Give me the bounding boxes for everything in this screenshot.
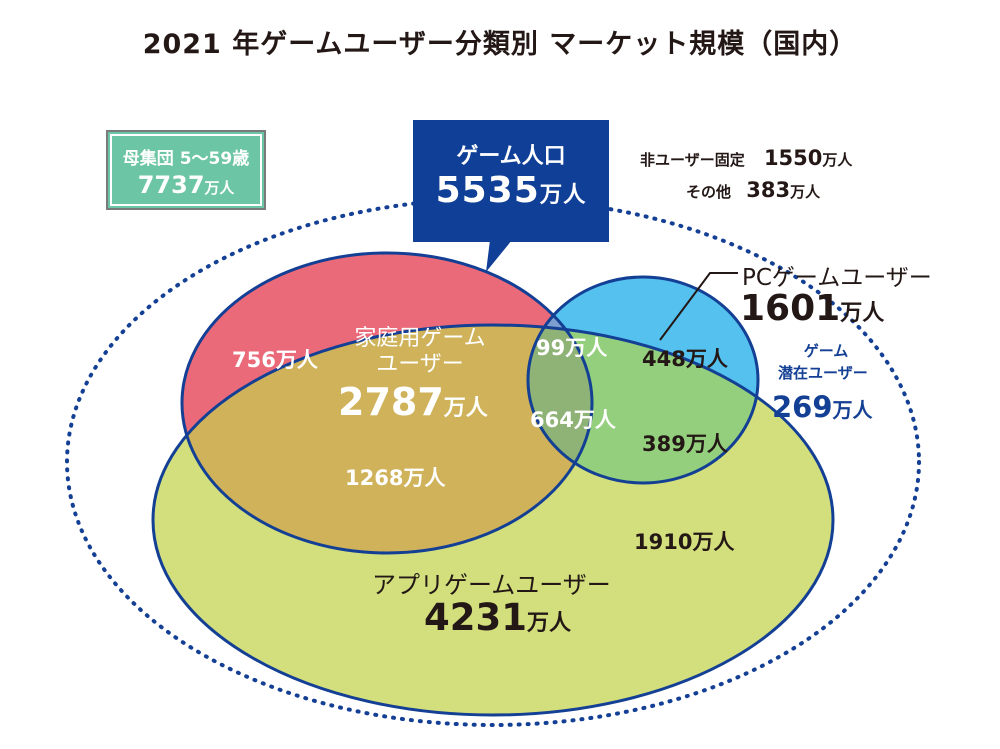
home-outline: [180, 251, 594, 555]
pc-total-value: 1601: [740, 288, 841, 329]
home-label-line2: ユーザー: [376, 352, 464, 377]
game-population-label: ゲーム人口: [456, 144, 566, 169]
app-label: アプリゲームユーザー: [372, 571, 611, 599]
game-population-box: ゲーム人口 5535万人: [413, 120, 609, 242]
region-home-pc: 99万人: [536, 336, 608, 360]
pc-leader-line: [659, 272, 738, 341]
non-users-other-value: 383: [746, 178, 791, 202]
app-total: 4231万人: [424, 596, 571, 639]
region-pc-only: 448万人: [642, 347, 728, 371]
pc-total-unit: 万人: [840, 301, 885, 326]
game-population-value: 5535: [435, 170, 540, 211]
home-total-unit: 万人: [443, 396, 488, 421]
population-label: 母集団 5〜59歳: [122, 149, 250, 169]
non-users-fixed-value: 1550: [763, 146, 823, 170]
app-total-unit: 万人: [526, 611, 571, 636]
region-all-three: 664万人: [530, 408, 616, 432]
pc-label: PCゲームユーザー: [742, 265, 932, 291]
home-label-line1: 家庭用ゲーム: [354, 326, 486, 351]
non-users-other: その他 383万人: [686, 178, 820, 202]
potential-label-line1: ゲーム: [803, 342, 849, 360]
callout-pointer: [486, 240, 512, 272]
pc-outline: [526, 275, 760, 485]
non-users-fixed: 非ユーザー固定 1550万人: [640, 146, 852, 170]
region-home-only: 756万人: [232, 348, 318, 372]
non-users-fixed-unit: 万人: [822, 151, 853, 169]
home-total: 2787万人: [338, 380, 488, 424]
population-box: 母集団 5〜59歳 7737万人: [106, 130, 266, 210]
population-unit: 万人: [204, 179, 235, 197]
population-value: 7737: [137, 171, 205, 199]
game-population-unit: 万人: [539, 182, 587, 208]
home-total-value: 2787: [338, 380, 444, 424]
app-outline: [151, 323, 835, 717]
non-users-fixed-label: 非ユーザー固定: [640, 151, 745, 169]
pc-total: 1601万人: [740, 288, 884, 329]
region-pc-app: 389万人: [642, 432, 728, 456]
non-users-other-unit: 万人: [790, 183, 821, 201]
non-users-other-label: その他: [686, 183, 732, 201]
potential-label-line2: 潜在ユーザー: [778, 364, 868, 382]
potential-total: 269万人: [772, 390, 873, 424]
app-total-value: 4231: [424, 596, 527, 639]
region-home-app: 1268万人: [345, 466, 446, 490]
page-title: 2021 年ゲームユーザー分類別 マーケット規模（国内）: [142, 29, 858, 60]
region-app-only: 1910万人: [634, 530, 735, 554]
potential-value: 269: [772, 390, 833, 424]
potential-unit: 万人: [832, 398, 873, 422]
